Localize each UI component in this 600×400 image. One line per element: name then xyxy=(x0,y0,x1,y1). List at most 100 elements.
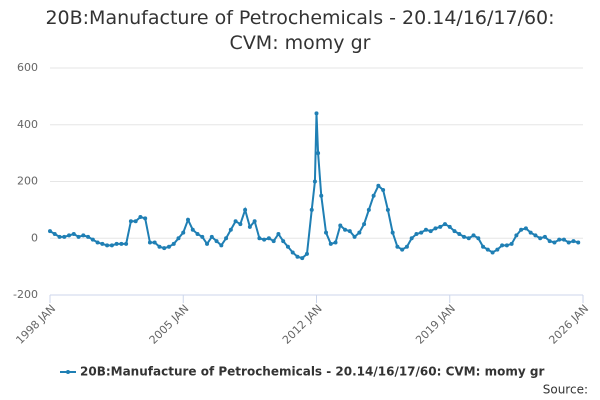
point xyxy=(205,241,210,246)
point xyxy=(71,231,76,236)
point xyxy=(371,193,376,198)
point xyxy=(209,234,214,239)
point xyxy=(219,243,224,248)
point xyxy=(76,234,81,239)
point xyxy=(195,231,200,236)
point xyxy=(404,244,409,249)
line xyxy=(49,113,579,260)
point xyxy=(128,219,133,224)
point xyxy=(357,230,362,235)
point xyxy=(281,239,286,244)
point xyxy=(485,247,490,252)
point xyxy=(316,151,321,156)
point xyxy=(290,250,295,255)
chart-title: 20B:Manufacture of Petrochemicals - 20.1… xyxy=(45,7,555,54)
legend-marker xyxy=(66,370,70,374)
point xyxy=(433,226,438,231)
legend-label: 20B:Manufacture of Petrochemicals - 20.1… xyxy=(80,365,544,379)
point xyxy=(576,240,581,245)
point xyxy=(200,234,205,239)
point xyxy=(133,219,138,224)
point xyxy=(214,239,219,244)
point xyxy=(52,231,57,236)
point xyxy=(390,230,395,235)
point xyxy=(319,193,324,198)
y-tick-label: 600 xyxy=(17,61,38,74)
point xyxy=(285,244,290,249)
point xyxy=(186,217,191,222)
point xyxy=(152,240,157,245)
x-tick-label: 2012 JAN xyxy=(280,302,325,347)
point xyxy=(86,234,91,239)
x-tick-label: 2019 JAN xyxy=(413,302,458,347)
point xyxy=(171,241,176,246)
point xyxy=(347,229,352,234)
point xyxy=(419,230,424,235)
point xyxy=(62,234,67,239)
point xyxy=(124,241,129,246)
point xyxy=(452,229,457,234)
point xyxy=(224,236,229,241)
point xyxy=(447,224,452,229)
point xyxy=(462,234,467,239)
point xyxy=(57,234,62,239)
point xyxy=(533,233,538,238)
point xyxy=(95,240,100,245)
point xyxy=(300,256,305,261)
point xyxy=(538,236,543,241)
point xyxy=(309,207,314,212)
point xyxy=(428,229,433,234)
point xyxy=(233,219,238,224)
point xyxy=(328,241,333,246)
point xyxy=(109,243,114,248)
point xyxy=(314,111,319,116)
point xyxy=(385,207,390,212)
point xyxy=(547,239,552,244)
point xyxy=(523,226,528,231)
x-tick-label: 2026 JAN xyxy=(546,302,591,347)
y-tick-label: 0 xyxy=(31,231,38,244)
point xyxy=(276,231,281,236)
point xyxy=(466,236,471,241)
point xyxy=(143,216,148,221)
point xyxy=(228,227,233,232)
point xyxy=(504,243,509,248)
point xyxy=(266,236,271,241)
point xyxy=(362,222,367,227)
point xyxy=(90,237,95,242)
point xyxy=(366,207,371,212)
x-tick-label: 2005 JAN xyxy=(147,302,192,347)
point xyxy=(471,233,476,238)
point xyxy=(157,244,162,249)
point xyxy=(338,223,343,228)
point xyxy=(257,236,262,241)
point xyxy=(519,227,524,232)
y-tick-label: 200 xyxy=(17,175,38,188)
point xyxy=(409,236,414,241)
y-tick-label: -200 xyxy=(13,288,38,301)
point xyxy=(495,247,500,252)
x-tick-label: 1998 JAN xyxy=(13,302,58,347)
point xyxy=(138,214,143,219)
point xyxy=(105,243,110,248)
point xyxy=(262,237,267,242)
point xyxy=(509,241,514,246)
point xyxy=(48,229,52,234)
point xyxy=(252,219,257,224)
point xyxy=(542,234,547,239)
point xyxy=(476,236,481,241)
source: Source: xyxy=(543,383,588,397)
point xyxy=(81,233,86,238)
point xyxy=(352,234,357,239)
point xyxy=(395,244,400,249)
point xyxy=(571,239,576,244)
point xyxy=(381,188,386,193)
point xyxy=(333,240,338,245)
point xyxy=(114,241,119,246)
point xyxy=(271,239,276,244)
point xyxy=(561,237,566,242)
point xyxy=(566,240,571,245)
point xyxy=(304,251,309,256)
